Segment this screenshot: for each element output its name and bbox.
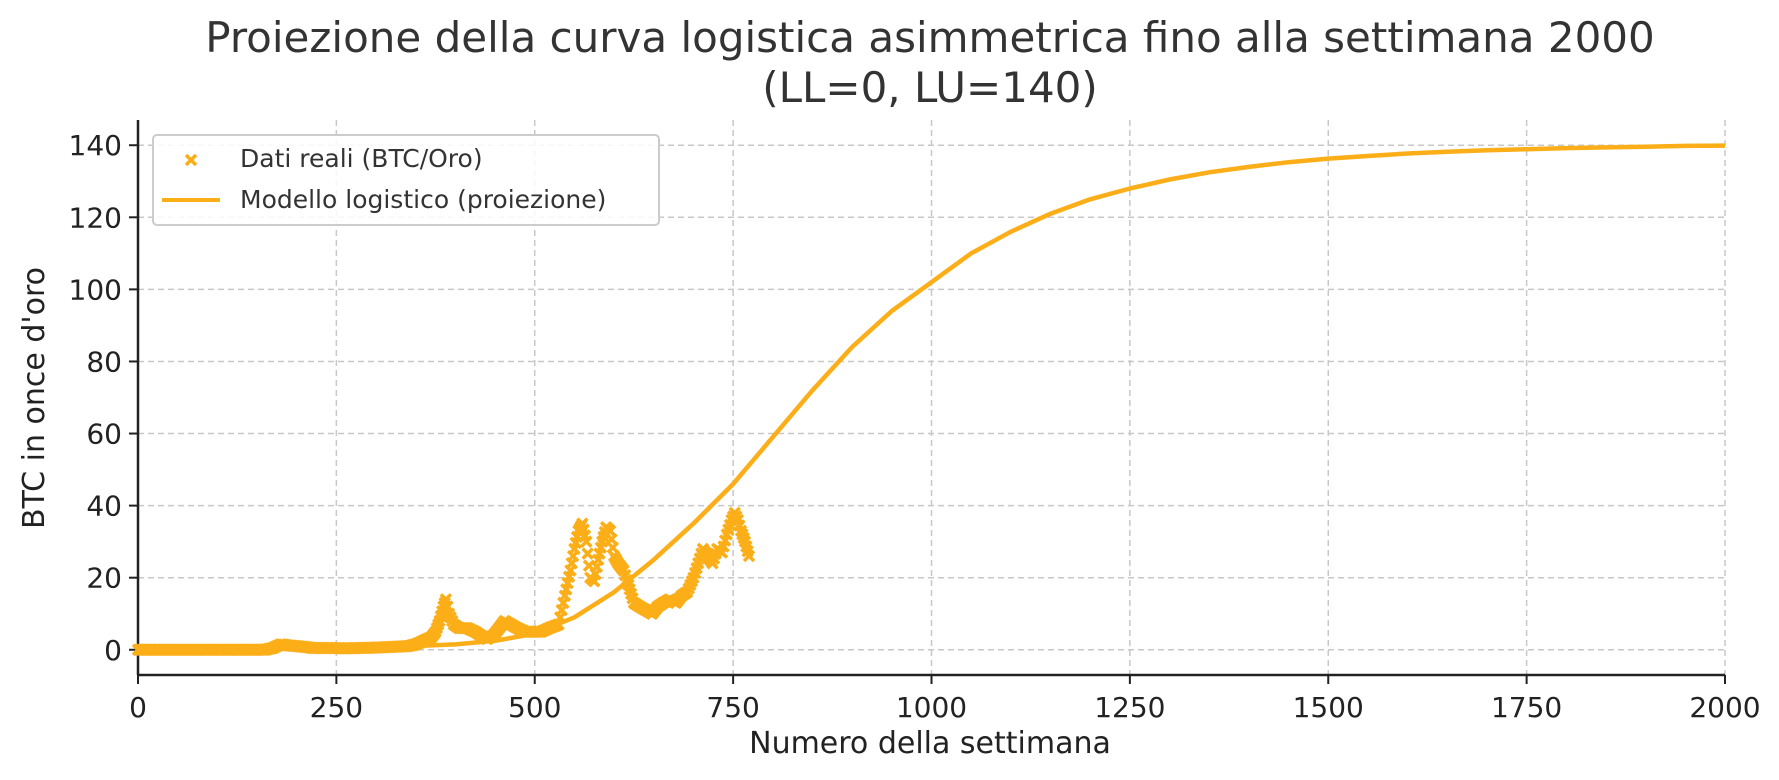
plot-area — [131, 143, 1726, 657]
logistic-curve — [137, 143, 1726, 652]
data-point-fill-49-2 — [578, 529, 592, 542]
legend-box — [152, 134, 660, 226]
data-point-fill-80-1 — [730, 510, 743, 523]
data-point-fill-52-2 — [590, 560, 604, 574]
data-point-fill-79-1 — [726, 510, 740, 523]
y-ticks: 0 20 40 60 80 100 120 140 — [69, 129, 138, 667]
x-tick-label-8: 2000 — [1689, 691, 1760, 724]
legend-x-marker — [184, 153, 198, 167]
data-point-fill-83-2 — [741, 545, 754, 558]
y-tick-label-0: 0 — [104, 634, 122, 667]
x-tick-label-7: 1750 — [1491, 691, 1562, 724]
y-tick-label-7: 140 — [69, 129, 122, 162]
x-ticks: 0 250 500 750 1000 1250 1500 1750 2000 — [129, 675, 1761, 724]
y-tick-label-1: 20 — [86, 562, 122, 595]
data-point-fill-81-1 — [733, 519, 746, 532]
data-point-fill-55-2 — [602, 523, 616, 536]
x-tick-label-4: 1000 — [896, 691, 967, 724]
data-point-fill-77-2 — [718, 534, 732, 547]
x-tick-label-5: 1250 — [1094, 691, 1165, 724]
data-point-fill-56-2 — [606, 541, 620, 554]
data-point-fill-44-3 — [557, 596, 570, 610]
x-tick-label-6: 1500 — [1293, 691, 1364, 724]
legend-entry-scatter: Dati reali (BTC/Oro) — [240, 144, 483, 173]
chart-title-line2: (LL=0, LU=140) — [762, 63, 1098, 112]
legend-entry-line: Modello logistico (proiezione) — [240, 185, 606, 214]
chart-title-line1: Proiezione della curva logistica asimmet… — [205, 13, 1655, 62]
data-point-fill-46-2 — [566, 549, 580, 563]
data-point-fill-27-1 — [441, 600, 454, 613]
y-tick-label-3: 60 — [86, 418, 122, 451]
legend: Dati reali (BTC/Oro) Modello logistico (… — [152, 134, 660, 226]
data-point-fill-70-3 — [685, 575, 699, 588]
y-tick-label-2: 40 — [86, 490, 122, 523]
y-axis-label: BTC in once d'oro — [17, 267, 52, 529]
legend-marker-scatter — [184, 153, 198, 167]
data-point-fill-24-2 — [431, 618, 445, 631]
x-tick-label-1: 250 — [310, 691, 363, 724]
y-tick-label-4: 80 — [86, 345, 122, 378]
y-tick-label-5: 100 — [69, 273, 122, 306]
x-tick-label-3: 750 — [706, 691, 759, 724]
data-point-fill-50-1 — [581, 547, 594, 560]
data-point-fill-58-3 — [615, 562, 629, 575]
grid-lines — [137, 120, 1726, 675]
data-point-fill-82-2 — [737, 531, 750, 545]
data-point-fill-71-2 — [690, 561, 703, 575]
x-axis-label: Numero della settimana — [749, 726, 1111, 761]
x-tick-label-2: 500 — [508, 691, 561, 724]
x-tick-label-0: 0 — [129, 691, 147, 724]
data-point-fill-45-3 — [562, 570, 576, 584]
data-point-fill-53-2 — [594, 541, 608, 554]
y-tick-label-6: 120 — [69, 201, 122, 234]
